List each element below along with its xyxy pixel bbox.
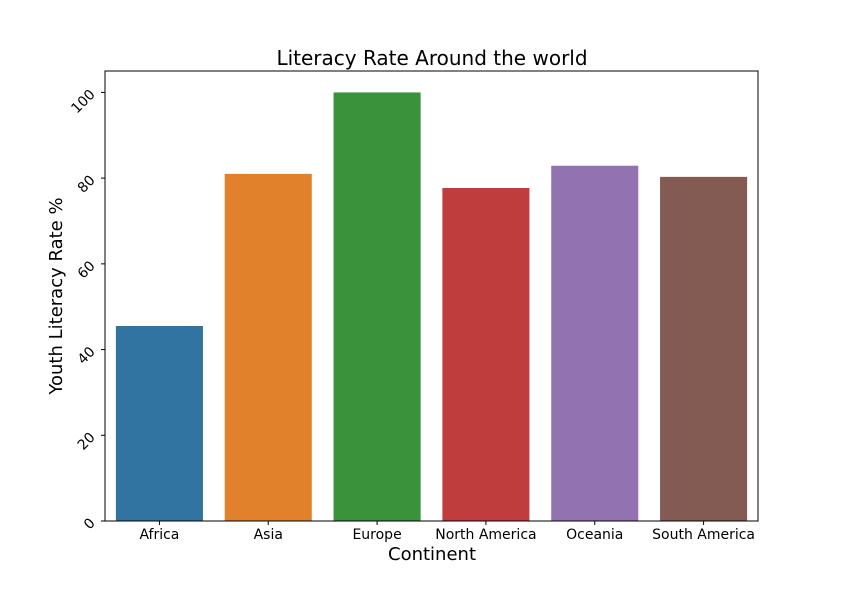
bars-group: [115, 92, 748, 521]
bar-north-america: [442, 188, 530, 521]
x-axis-label: Continent: [388, 544, 476, 565]
x-tick-label: Africa: [139, 527, 179, 543]
plot-area-frame: [104, 70, 759, 522]
chart-title: Literacy Rate Around the world: [276, 46, 587, 70]
x-tick-label: Asia: [254, 527, 283, 543]
y-axis-label: Youth Literacy Rate %: [46, 197, 67, 395]
x-tick-label: Oceania: [566, 527, 623, 543]
bar-oceania: [551, 165, 639, 521]
x-tick-label: South America: [652, 527, 755, 543]
y-tick-label: 80: [75, 172, 99, 196]
bar-asia: [224, 173, 312, 521]
bar-south-america: [660, 176, 748, 521]
bar-europe: [333, 92, 421, 521]
y-tick-label: 100: [68, 87, 98, 117]
y-tick-label: 60: [75, 258, 99, 282]
y-tick-label: 40: [75, 344, 99, 368]
x-tick-label: North America: [435, 527, 536, 543]
x-tick-label: Europe: [352, 527, 401, 543]
y-ticks-group: 0 20 40 60 80 100: [68, 87, 105, 533]
bar-africa: [115, 326, 203, 521]
y-tick-label: 0: [81, 515, 99, 533]
x-ticks-group: Africa Asia Europe North America Oceania Sout…: [139, 521, 755, 543]
y-tick-label: 20: [75, 430, 99, 454]
